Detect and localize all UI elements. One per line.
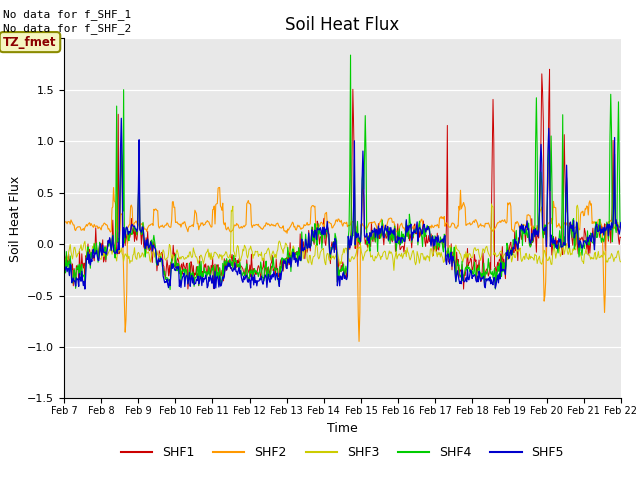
SHF2 xyxy=(355,338,363,344)
SHF4 xyxy=(166,287,174,292)
Text: TZ_fmet: TZ_fmet xyxy=(3,36,57,48)
SHF1 xyxy=(214,263,221,268)
Line: SHF1: SHF1 xyxy=(64,69,621,289)
SHF2 xyxy=(412,225,419,230)
SHF1 xyxy=(546,66,554,72)
SHF5 xyxy=(617,220,625,226)
Line: SHF4: SHF4 xyxy=(64,55,621,289)
SHF3 xyxy=(617,259,625,264)
SHF1 xyxy=(460,286,467,292)
Text: No data for f_SHF_2: No data for f_SHF_2 xyxy=(3,23,131,34)
SHF4 xyxy=(347,52,355,58)
SHF4 xyxy=(428,236,436,241)
SHF2 xyxy=(128,205,136,211)
SHF5 xyxy=(81,286,89,292)
SHF2 xyxy=(109,185,117,191)
SHF3 xyxy=(184,252,192,258)
SHF5 xyxy=(70,278,78,284)
SHF3 xyxy=(488,201,495,207)
SHF5 xyxy=(186,270,193,276)
SHF5 xyxy=(428,235,436,241)
SHF2 xyxy=(70,222,78,228)
SHF4 xyxy=(617,223,625,228)
SHF3 xyxy=(428,245,435,251)
Y-axis label: Soil Heat Flux: Soil Heat Flux xyxy=(9,175,22,262)
SHF5 xyxy=(215,284,223,290)
SHF2 xyxy=(185,225,193,231)
SHF3 xyxy=(70,245,78,251)
SHF1 xyxy=(617,235,625,240)
SHF3 xyxy=(411,259,419,264)
SHF1 xyxy=(410,223,418,228)
SHF3 xyxy=(60,256,68,262)
SHF2 xyxy=(428,222,436,228)
SHF2 xyxy=(60,218,68,224)
SHF1 xyxy=(60,261,68,267)
SHF3 xyxy=(214,252,221,257)
Line: SHF5: SHF5 xyxy=(64,118,621,289)
SHF5 xyxy=(129,223,137,229)
SHF4 xyxy=(60,250,68,256)
SHF4 xyxy=(412,230,419,236)
SHF5 xyxy=(118,115,125,121)
Legend: SHF1, SHF2, SHF3, SHF4, SHF5: SHF1, SHF2, SHF3, SHF4, SHF5 xyxy=(116,441,569,464)
SHF4 xyxy=(214,269,222,275)
SHF1 xyxy=(127,216,135,221)
SHF2 xyxy=(617,226,625,231)
Line: SHF3: SHF3 xyxy=(64,204,621,270)
X-axis label: Time: Time xyxy=(327,421,358,434)
SHF4 xyxy=(185,276,193,282)
SHF3 xyxy=(390,267,397,273)
SHF3 xyxy=(127,258,135,264)
Text: No data for f_SHF_1: No data for f_SHF_1 xyxy=(3,9,131,20)
Title: Soil Heat Flux: Soil Heat Flux xyxy=(285,16,399,34)
SHF1 xyxy=(426,235,434,240)
SHF5 xyxy=(412,229,419,235)
SHF5 xyxy=(60,259,68,264)
SHF1 xyxy=(70,265,78,271)
SHF4 xyxy=(70,267,78,273)
SHF4 xyxy=(127,231,135,237)
SHF2 xyxy=(214,185,222,191)
SHF1 xyxy=(184,286,192,292)
Line: SHF2: SHF2 xyxy=(64,188,621,341)
